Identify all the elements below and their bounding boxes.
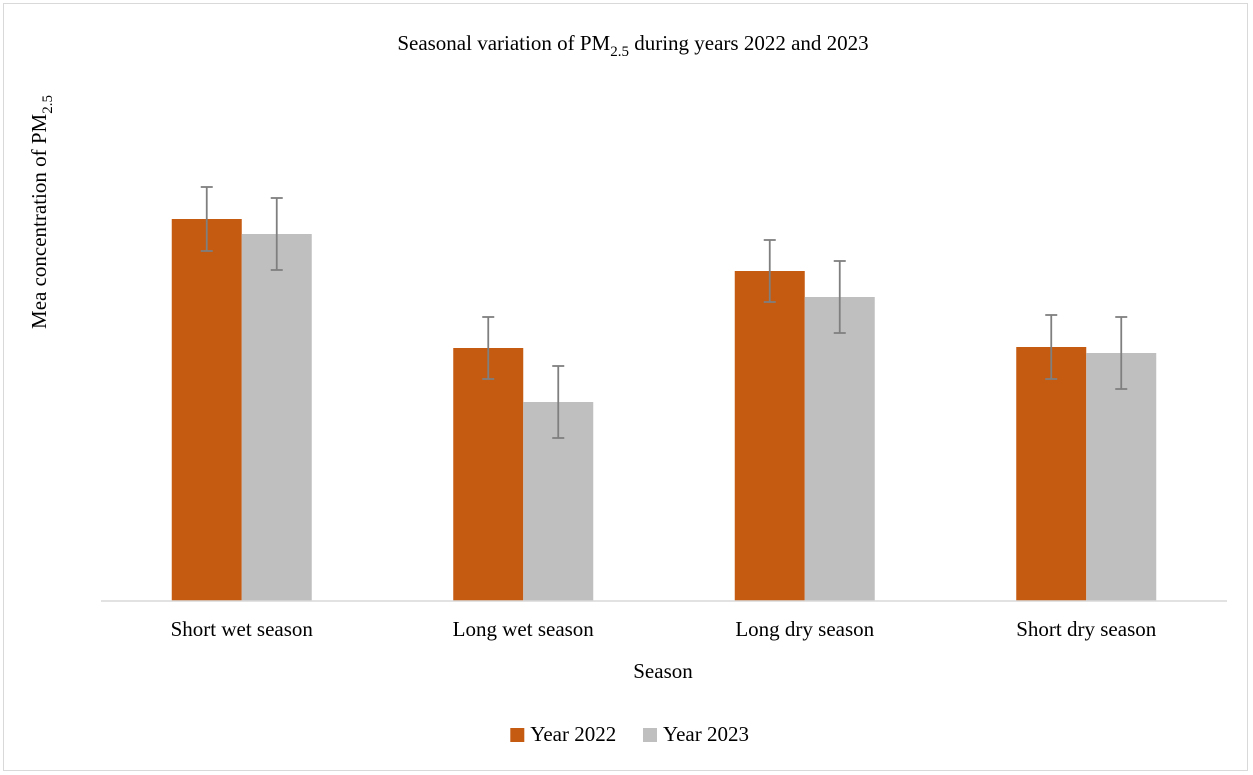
error-bar-1-1	[200, 186, 213, 252]
bar-2-3	[804, 297, 875, 601]
bar-1-4	[1016, 347, 1087, 601]
bar-2-4	[1086, 353, 1157, 601]
y-axis-label: Mea concentration of PM2.5	[27, 95, 56, 329]
bars-layer	[171, 219, 1157, 601]
x-axis-label: Season	[633, 659, 693, 683]
x-tick-labels: Short wet season Long wet season Long dry …	[171, 617, 1157, 641]
x-tick-label-2: Long wet season	[453, 617, 595, 641]
legend-label-1: Year 2022	[530, 722, 616, 746]
bar-2-1	[241, 234, 312, 601]
legend-swatch-2	[643, 728, 657, 742]
bar-1-3	[734, 271, 805, 601]
error-bar-1-2	[482, 316, 495, 380]
error-bar-2-4	[1115, 316, 1128, 390]
error-bars-layer	[200, 186, 1128, 439]
x-tick-label-1: Short wet season	[171, 617, 314, 641]
error-bar-2-3	[833, 260, 846, 334]
x-tick-label-3: Long dry season	[735, 617, 874, 641]
legend-label-2: Year 2023	[663, 722, 749, 746]
y-axis-label-subscript: 2.5	[40, 95, 56, 114]
error-bar-1-4	[1045, 314, 1058, 380]
error-bar-2-2	[552, 365, 565, 439]
error-bar-2-1	[270, 197, 283, 271]
chart-title-subscript: 2.5	[610, 44, 629, 60]
x-tick-label-4: Short dry season	[1016, 617, 1156, 641]
legend-swatch-1	[510, 728, 525, 742]
bar-1-1	[171, 219, 242, 601]
chart-title: Seasonal variation of PM2.5 during years…	[397, 31, 868, 60]
error-bar-1-3	[763, 239, 776, 303]
legend: Year 2022 Year 2023	[510, 722, 749, 746]
bar-1-2	[453, 348, 524, 601]
